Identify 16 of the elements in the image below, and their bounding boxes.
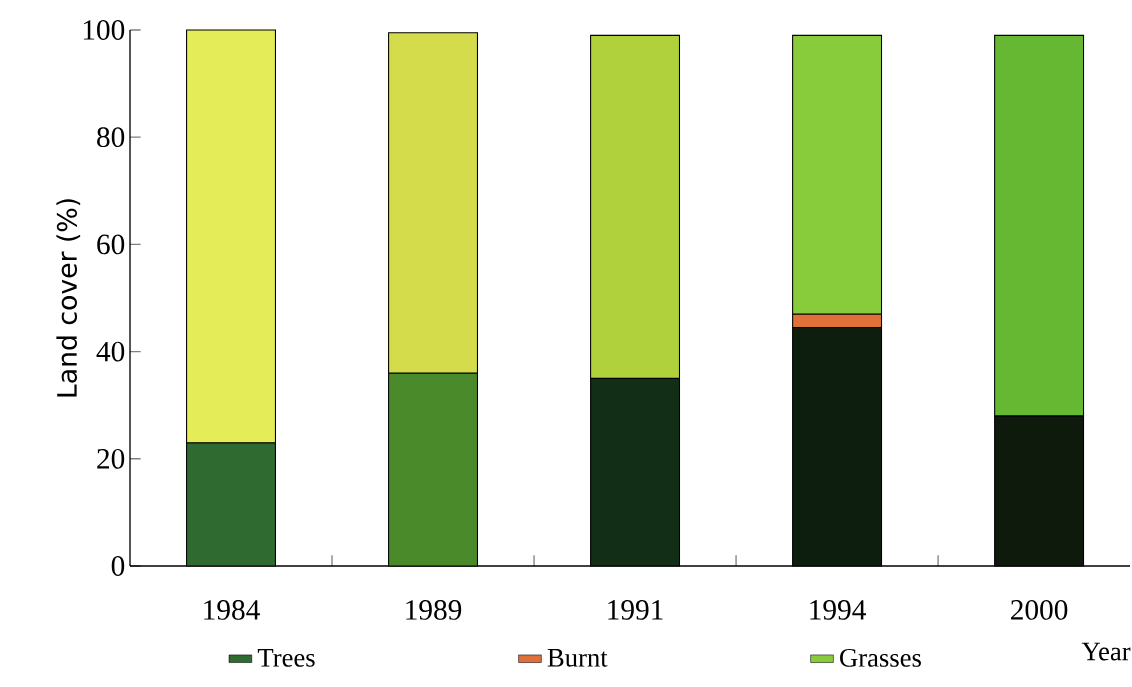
x-axis-title: Year	[1081, 642, 1131, 661]
x-tick-label: 2000	[1011, 599, 1068, 620]
x-tick-label: 1991	[608, 599, 663, 620]
y-axis-title: Land cover (%)	[56, 199, 81, 397]
x-tick-label: 1994	[810, 599, 866, 620]
y-tick-label: 80	[97, 127, 125, 147]
legend-label: Grasses	[840, 648, 921, 667]
legend-label: Trees	[257, 648, 315, 667]
x-tick-label: 1984	[204, 599, 260, 620]
y-tick-label: 20	[97, 448, 125, 469]
y-tick-label: 100	[83, 19, 125, 40]
y-tick-label: 40	[96, 341, 125, 362]
x-tick-label: 1989	[406, 599, 462, 620]
y-tick-label: 0	[111, 555, 125, 576]
y-tick-label: 60	[97, 234, 125, 255]
legend-label: Burnt	[547, 648, 608, 667]
